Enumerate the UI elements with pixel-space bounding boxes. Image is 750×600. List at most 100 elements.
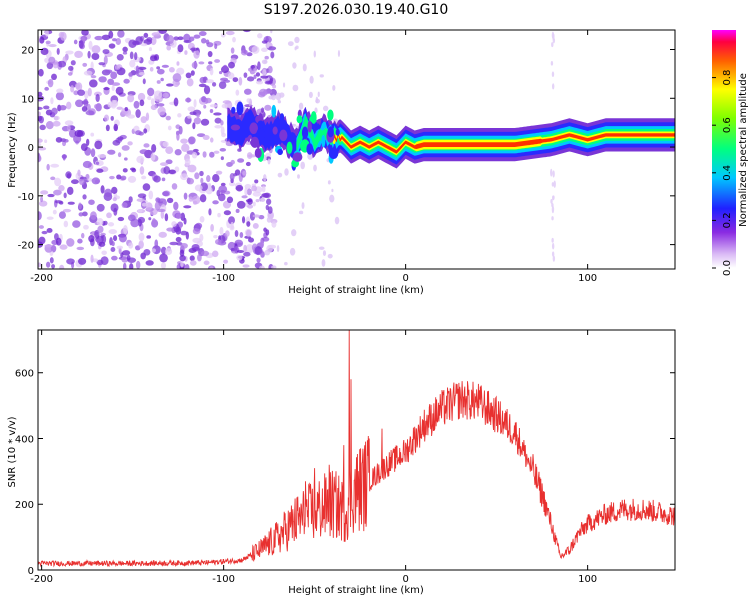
- noise-blob: [166, 45, 172, 51]
- noise-blob: [222, 64, 228, 71]
- noise-blob: [314, 107, 318, 114]
- noise-blob: [190, 47, 199, 51]
- noise-blob: [173, 201, 179, 211]
- noise-blob: [44, 139, 48, 144]
- noise-blob: [116, 245, 124, 250]
- noise-blob: [122, 51, 128, 55]
- noise-blob: [193, 34, 201, 39]
- noise-blob: [82, 211, 88, 217]
- noise-blob: [261, 40, 269, 44]
- noise-blob: [266, 198, 272, 205]
- noise-blob: [101, 234, 107, 244]
- signal-blob: [257, 120, 264, 129]
- noise-blob: [252, 223, 259, 229]
- noise-blob: [70, 85, 75, 93]
- noise-blob: [118, 234, 127, 243]
- noise-blob: [38, 106, 43, 111]
- noise-blob: [55, 136, 63, 143]
- noise-blob: [159, 253, 168, 263]
- y-tick-label: 200: [15, 500, 34, 511]
- noise-blob: [117, 136, 124, 141]
- noise-blob: [243, 72, 248, 78]
- colorbar-label: Normalized spectral amplitude: [738, 73, 749, 227]
- noise-blob: [332, 85, 336, 91]
- noise-blob: [39, 124, 46, 131]
- noise-blob: [242, 170, 247, 176]
- colorbar-tick-label: 0.0: [722, 260, 733, 276]
- noise-blob: [110, 71, 118, 80]
- noise-blob: [199, 76, 207, 84]
- noise-blob: [169, 241, 179, 246]
- noise-blob: [40, 47, 49, 56]
- noise-blob: [321, 259, 326, 267]
- snr-series-line: [38, 330, 675, 568]
- snr-ylabel: SNR (10 * v/v): [7, 416, 18, 487]
- noise-blob: [183, 40, 192, 44]
- noise-blob: [181, 143, 190, 153]
- snr-xlabel: Height of straight line (km): [288, 585, 424, 596]
- noise-blob: [209, 266, 214, 269]
- noise-blob: [117, 152, 122, 158]
- noise-blob: [219, 226, 224, 236]
- noise-blob: [103, 220, 108, 226]
- noise-blob: [66, 101, 72, 110]
- noise-blob: [242, 30, 251, 33]
- noise-blob: [209, 137, 214, 143]
- noise-blob: [194, 184, 203, 192]
- noise-blob: [57, 60, 67, 68]
- noise-blob: [291, 229, 297, 237]
- noise-blob: [331, 188, 334, 193]
- noise-blob: [198, 31, 207, 37]
- noise-blob: [177, 113, 182, 118]
- noise-blob: [218, 81, 227, 90]
- noise-blob: [219, 147, 227, 152]
- noise-blob: [319, 74, 324, 78]
- noise-blob: [221, 103, 228, 109]
- noise-blob: [94, 140, 103, 150]
- signal-blob: [256, 128, 266, 141]
- noise-blob: [260, 75, 269, 79]
- noise-blob: [141, 175, 147, 180]
- noise-blob: [65, 50, 74, 55]
- noise-blob: [206, 42, 214, 48]
- noise-blob: [68, 129, 77, 138]
- noise-blob: [135, 109, 141, 118]
- noise-blob: [229, 173, 235, 181]
- noise-blob: [149, 55, 158, 62]
- noise-blob: [252, 201, 256, 207]
- noise-blob: [46, 163, 50, 171]
- snr-frame: [37, 329, 676, 571]
- noise-blob: [53, 189, 62, 196]
- noise-blob: [154, 201, 161, 211]
- noise-blob: [226, 196, 234, 204]
- noise-blob: [196, 113, 200, 118]
- noise-blob: [223, 79, 231, 83]
- noise-blob: [122, 262, 127, 269]
- noise-blob: [87, 87, 92, 97]
- noise-blob: [272, 84, 277, 89]
- noise-blob: [232, 77, 239, 83]
- noise-blob: [140, 43, 148, 47]
- noise-blob: [159, 140, 164, 146]
- noise-blob: [162, 141, 169, 148]
- noise-blob: [65, 171, 72, 179]
- noise-blob: [173, 36, 179, 41]
- noise-blob: [199, 215, 205, 223]
- noise-blob: [78, 40, 84, 49]
- noise-blob: [212, 174, 220, 183]
- noise-blob: [220, 182, 226, 187]
- noise-blob: [108, 229, 118, 235]
- noise-blob: [108, 30, 114, 39]
- noise-blob: [78, 212, 84, 217]
- noise-blob: [154, 239, 159, 249]
- spectrogram-xlabel: Height of straight line (km): [288, 285, 424, 296]
- noise-blob: [146, 37, 153, 42]
- noise-blob: [129, 51, 134, 60]
- noise-blob: [223, 210, 232, 216]
- noise-blob: [139, 149, 149, 155]
- noise-blob: [128, 39, 137, 48]
- noise-blob: [89, 79, 98, 88]
- noise-blob: [87, 50, 91, 59]
- noise-blob: [213, 150, 220, 154]
